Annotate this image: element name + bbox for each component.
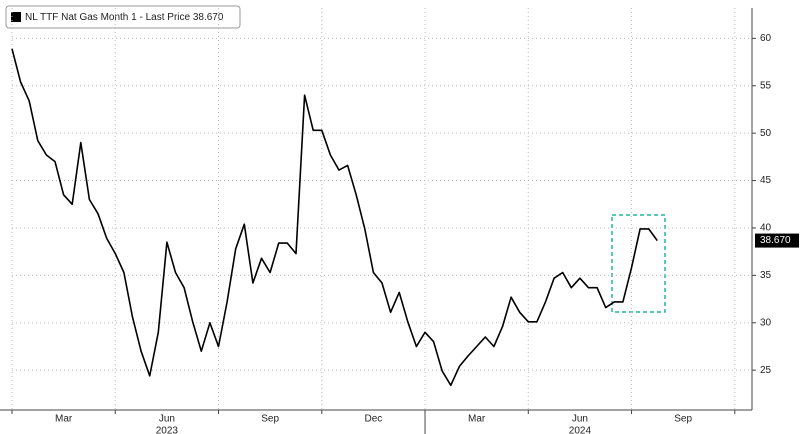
y-tick-label: 50 <box>760 128 772 139</box>
y-tick-label: 35 <box>760 270 772 281</box>
legend-box <box>5 5 241 29</box>
y-tick-label: 45 <box>760 175 772 186</box>
plot: 25 30 35 40 45 50 55 60 Mar Jun Sep Dec Mar Jun Sep 202… <box>0 8 799 434</box>
legend-swatch <box>11 12 21 22</box>
y-tick-label: 30 <box>760 317 772 328</box>
last-value-box <box>755 233 799 248</box>
highlight-box <box>611 214 666 313</box>
x-tick-label: Jun <box>572 414 588 425</box>
y-tick-label: 40 <box>760 223 772 234</box>
legend: NL TTF Nat Gas Month 1 - Last Price 38.6… <box>5 5 241 29</box>
x-tick-label: Jun <box>159 414 175 425</box>
series-line <box>11 48 658 387</box>
x-tick-label: Dec <box>364 414 382 425</box>
year-label: 2024 <box>569 426 592 434</box>
y-tick-label: 60 <box>760 33 772 44</box>
year-label: 2023 <box>156 426 179 434</box>
legend-text: NL TTF Nat Gas Month 1 - Last Price 38.6… <box>25 12 224 23</box>
y-tick-label: 25 <box>760 365 772 376</box>
x-tick-label: Mar <box>468 414 486 425</box>
x-tick-label: Sep <box>674 414 692 425</box>
x-tick-label: Sep <box>261 414 279 425</box>
y-tick-label: 55 <box>760 80 772 91</box>
x-tick-label: Mar <box>55 414 73 425</box>
last-value-label: 38.670 <box>760 235 791 246</box>
